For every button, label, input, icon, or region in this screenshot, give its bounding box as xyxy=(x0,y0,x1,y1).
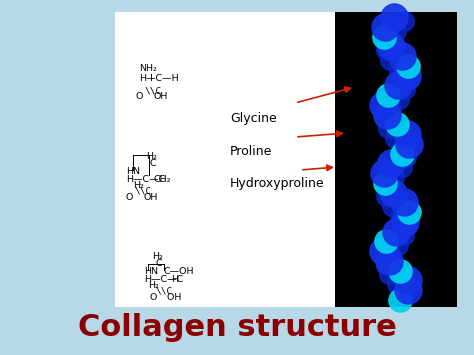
Text: \\C: \\C xyxy=(156,287,173,296)
Point xyxy=(395,283,402,288)
Point xyxy=(386,97,393,103)
Text: H—C—H: H—C—H xyxy=(139,74,179,83)
Text: O: O xyxy=(150,293,157,302)
Point xyxy=(396,52,404,58)
Point xyxy=(393,228,401,234)
Text: \\C: \\C xyxy=(145,86,162,95)
Point xyxy=(398,296,405,302)
Text: Collagen structure: Collagen structure xyxy=(78,312,396,342)
Text: H₂: H₂ xyxy=(148,281,159,290)
Point xyxy=(380,179,388,185)
Point xyxy=(385,91,393,97)
Text: O: O xyxy=(136,92,143,101)
Text: O: O xyxy=(126,193,133,202)
Text: NH₂: NH₂ xyxy=(139,64,157,73)
Point xyxy=(383,234,390,240)
Text: H: H xyxy=(171,275,178,284)
Point xyxy=(379,101,387,106)
Point xyxy=(399,204,407,210)
Text: H₂: H₂ xyxy=(146,152,157,161)
Text: \\C: \\C xyxy=(135,187,152,196)
Point xyxy=(381,326,389,331)
Point xyxy=(400,150,407,155)
Point xyxy=(385,78,393,83)
Point xyxy=(401,117,408,122)
Point xyxy=(383,302,390,308)
Point xyxy=(380,316,387,321)
Point xyxy=(385,312,392,318)
Point xyxy=(402,195,410,201)
Text: Glycine: Glycine xyxy=(230,112,277,125)
Point xyxy=(379,247,387,253)
Point xyxy=(381,169,388,175)
Point xyxy=(383,165,391,171)
Point xyxy=(405,208,412,214)
Text: OH: OH xyxy=(158,293,182,302)
Point xyxy=(383,156,390,162)
Point xyxy=(392,120,400,126)
Point xyxy=(396,136,404,142)
Point xyxy=(394,107,401,113)
Point xyxy=(400,332,407,337)
Bar xyxy=(115,12,335,307)
Point xyxy=(396,81,403,87)
Point xyxy=(388,146,396,152)
Point xyxy=(402,126,410,132)
Point xyxy=(405,140,413,146)
Text: H₂: H₂ xyxy=(133,181,144,190)
Text: C: C xyxy=(149,159,155,168)
Point xyxy=(383,237,391,243)
Text: C: C xyxy=(155,259,162,268)
Text: OH: OH xyxy=(153,92,167,101)
Point xyxy=(390,335,397,341)
Point xyxy=(392,322,400,327)
Text: C—OH: C—OH xyxy=(164,267,194,276)
Text: Hydroxyproline: Hydroxyproline xyxy=(230,177,325,190)
Text: CH₂: CH₂ xyxy=(153,175,171,184)
Point xyxy=(399,185,406,191)
Point xyxy=(394,267,402,273)
Point xyxy=(389,159,397,165)
Bar xyxy=(335,12,457,307)
Point xyxy=(404,72,411,77)
Text: Proline: Proline xyxy=(230,145,273,158)
Text: H₂: H₂ xyxy=(152,252,163,261)
Point xyxy=(382,111,390,116)
Point xyxy=(395,253,403,259)
Text: H—C—C: H—C—C xyxy=(144,275,183,284)
Point xyxy=(401,263,409,269)
Point xyxy=(401,58,408,64)
Text: HN: HN xyxy=(126,167,140,176)
Point xyxy=(388,189,395,195)
Point xyxy=(401,273,409,279)
Point xyxy=(391,175,398,181)
Point xyxy=(384,257,392,263)
Point xyxy=(405,286,412,292)
Text: OH: OH xyxy=(143,193,157,202)
Point xyxy=(387,244,395,249)
Point xyxy=(403,277,411,282)
Point xyxy=(392,214,399,220)
Point xyxy=(387,306,395,312)
Point xyxy=(401,130,409,136)
Point xyxy=(382,87,390,93)
Point xyxy=(384,224,392,230)
Text: H—C—C: H—C—C xyxy=(126,175,165,184)
Text: HN: HN xyxy=(144,267,158,276)
Point xyxy=(403,218,410,224)
Point xyxy=(398,198,406,204)
Point xyxy=(387,293,394,298)
Point xyxy=(404,62,411,67)
Point xyxy=(393,68,401,73)
